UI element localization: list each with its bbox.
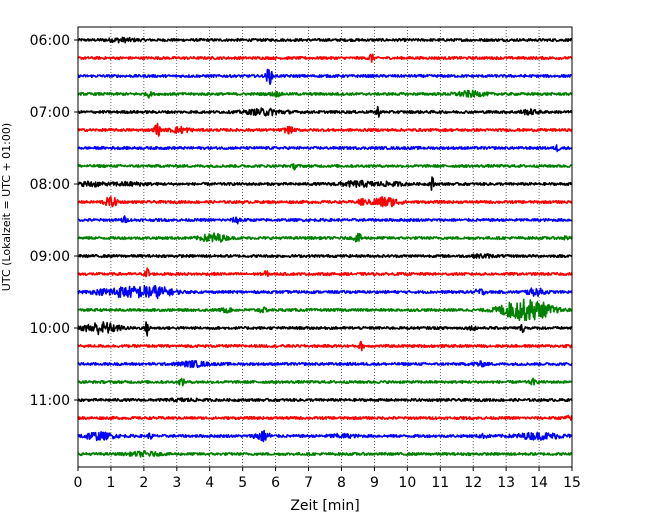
y-axis-label: UTC (Lokalzeit = UTC + 01:00): [0, 123, 13, 291]
seismic-traces: [77, 36, 573, 458]
trace-1045: [77, 377, 573, 387]
x-gridlines: [110, 27, 540, 467]
plot-frame: [77, 26, 573, 468]
trace-1100: [77, 397, 573, 403]
y-axis-ticks: 06:00 07:00 08:00 09:00 10:00 11:00: [30, 33, 78, 409]
x-axis-label: Zeit [min]: [290, 498, 359, 514]
x-tick-label: 8: [337, 475, 346, 491]
x-tick-label: 6: [271, 475, 280, 491]
trace-0845: [77, 232, 573, 243]
x-tick-label: 4: [205, 475, 214, 491]
x-tick-label: 15: [563, 475, 581, 491]
y-tick-label: 10:00: [30, 321, 70, 337]
trace-0900: [77, 253, 573, 259]
x-axis-ticks: 0 1 2 3 4 5 6 7 8 9 10 11 12 13 14 15: [74, 467, 581, 491]
trace-1015: [77, 340, 573, 352]
x-tick-label: 11: [431, 475, 449, 491]
x-tick-label: 7: [304, 475, 313, 491]
x-tick-label: 0: [74, 475, 83, 491]
trace-1115: [77, 414, 573, 421]
trace-1000: [77, 321, 573, 337]
trace-0930: [77, 285, 573, 300]
trace-0600: [77, 36, 573, 44]
y-tick-label: 08:00: [30, 177, 70, 193]
trace-0745: [77, 163, 573, 171]
trace-0715: [77, 122, 573, 137]
trace-0730: [77, 144, 573, 153]
trace-1030: [77, 359, 573, 369]
x-tick-label: 1: [106, 475, 115, 491]
x-tick-label: 5: [238, 475, 247, 491]
trace-0800: [77, 176, 573, 191]
y-tick-label: 09:00: [30, 249, 70, 265]
trace-1145: [77, 450, 573, 458]
trace-0945: [77, 298, 573, 322]
x-tick-label: 3: [172, 475, 181, 491]
trace-0915: [77, 267, 573, 278]
x-tick-label: 12: [464, 475, 482, 491]
x-tick-label: 9: [370, 475, 379, 491]
x-tick-label: 10: [398, 475, 416, 491]
y-tick-label: 06:00: [30, 33, 70, 49]
x-tick-label: 2: [139, 475, 148, 491]
y-tick-label: 07:00: [30, 105, 70, 121]
trace-1130: [77, 429, 573, 443]
trace-0830: [77, 215, 573, 225]
x-tick-label: 14: [530, 475, 548, 491]
y-tick-label: 11:00: [30, 393, 70, 409]
x-tick-label: 13: [497, 475, 515, 491]
trace-0700: [77, 105, 573, 118]
trace-0815: [77, 196, 573, 208]
trace-0615: [77, 53, 573, 63]
trace-0645: [77, 89, 573, 99]
trace-0630: [77, 68, 573, 86]
